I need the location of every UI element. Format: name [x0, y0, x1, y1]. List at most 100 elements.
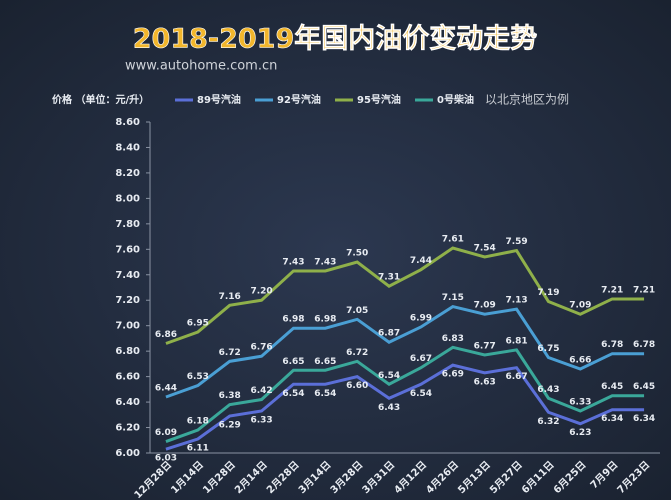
data-label: 6.66	[569, 355, 591, 365]
data-label: 6.86	[155, 330, 177, 340]
x-tick-label: 1月28日	[201, 459, 238, 496]
data-label: 6.95	[187, 319, 209, 329]
x-tick-label: 12月28日	[132, 459, 174, 500]
data-label: 6.11	[187, 443, 209, 453]
data-label: 6.34	[633, 414, 655, 424]
data-label: 6.43	[537, 385, 559, 395]
x-tick-label: 7月9日	[588, 459, 620, 491]
chart-title: 2018-2019年国内油价变动走势	[133, 23, 538, 55]
y-tick-label: 7.60	[115, 244, 140, 255]
data-label: 6.38	[219, 391, 241, 401]
y-tick-label: 7.40	[115, 270, 140, 281]
data-label: 6.54	[410, 389, 432, 399]
legend-label: 0号柴油	[437, 93, 474, 106]
data-label: 6.65	[282, 357, 304, 367]
data-label: 6.54	[378, 371, 400, 381]
data-label: 7.21	[601, 285, 623, 295]
y-axis-label: 价格 （单位：元/升）	[52, 93, 149, 106]
x-tick-label: 5月13日	[456, 459, 493, 496]
x-tick-label: 6月25日	[551, 459, 588, 496]
data-label: 6.32	[537, 417, 559, 427]
data-label: 6.83	[442, 334, 464, 344]
data-label: 7.05	[346, 306, 368, 316]
series-line	[165, 345, 645, 443]
data-label: 6.78	[601, 340, 623, 350]
y-tick-label: 8.40	[115, 142, 140, 153]
y-tick-label: 7.80	[115, 219, 140, 230]
series-line	[165, 246, 645, 345]
data-label: 6.33	[569, 397, 591, 407]
data-label: 6.77	[474, 341, 496, 351]
series-line	[165, 363, 645, 451]
data-label: 6.72	[219, 348, 241, 358]
x-tick-label: 2月14日	[232, 459, 269, 496]
x-tick-label: 4月12日	[392, 459, 429, 496]
data-label: 7.20	[250, 287, 272, 297]
data-label: 7.15	[442, 293, 464, 303]
data-label: 7.59	[505, 237, 527, 247]
data-label: 6.98	[282, 315, 304, 325]
note: 以北京地区为例	[485, 93, 569, 107]
data-label: 7.44	[410, 256, 432, 266]
x-tick-label: 4月26日	[424, 459, 461, 496]
x-tick-label: 3月28日	[328, 459, 365, 496]
y-tick-label: 8.20	[115, 168, 140, 179]
data-label: 6.67	[505, 372, 527, 382]
data-label: 7.09	[569, 301, 591, 311]
data-label: 6.72	[346, 348, 368, 358]
data-label: 6.69	[442, 370, 464, 380]
data-label: 6.44	[155, 383, 177, 393]
data-label: 7.09	[474, 301, 496, 311]
data-label: 6.29	[219, 421, 241, 431]
data-label: 7.19	[537, 288, 559, 298]
y-tick-label: 8.60	[115, 117, 140, 128]
data-label: 7.43	[282, 257, 304, 267]
y-tick-label: 7.20	[115, 295, 140, 306]
data-label: 6.23	[569, 428, 591, 438]
data-label: 6.42	[250, 386, 272, 396]
data-label: 7.21	[633, 285, 655, 295]
legend-label: 92号汽油	[277, 93, 321, 106]
x-tick-label: 1月14日	[169, 459, 206, 496]
data-label: 6.99	[410, 313, 432, 323]
data-label: 6.65	[314, 357, 336, 367]
legend-label: 95号汽油	[357, 93, 401, 106]
x-tick-label: 5月27日	[487, 459, 524, 496]
data-label: 6.45	[633, 382, 655, 392]
data-label: 6.18	[187, 417, 209, 427]
data-label: 6.63	[474, 377, 496, 387]
x-tick-label: 3月31日	[360, 459, 397, 496]
x-tick-label: 6月11日	[519, 459, 556, 496]
data-label: 6.76	[250, 343, 272, 353]
y-tick-label: 6.00	[115, 448, 140, 459]
data-label: 6.87	[378, 329, 400, 339]
data-label: 6.67	[410, 354, 432, 364]
data-label: 6.45	[601, 382, 623, 392]
data-label: 7.31	[378, 273, 400, 283]
data-label: 6.43	[378, 403, 400, 413]
x-tick-label: 7月23日	[615, 459, 652, 496]
data-label: 7.61	[442, 235, 464, 245]
subtitle: www.autohome.com.cn	[125, 59, 277, 74]
data-label: 6.33	[250, 415, 272, 425]
y-tick-label: 6.60	[115, 372, 140, 383]
y-tick-label: 6.80	[115, 346, 140, 357]
data-label: 6.54	[314, 389, 336, 399]
y-tick-label: 7.00	[115, 321, 140, 332]
y-tick-label: 6.40	[115, 397, 140, 408]
data-label: 7.16	[219, 292, 241, 302]
data-label: 6.78	[633, 340, 655, 350]
data-label: 6.53	[187, 372, 209, 382]
data-label: 7.13	[505, 296, 527, 306]
data-label: 7.54	[474, 243, 496, 253]
y-tick-label: 8.00	[115, 193, 140, 204]
x-tick-label: 3月14日	[296, 459, 333, 496]
data-label: 6.75	[537, 344, 559, 354]
data-label: 7.43	[314, 257, 336, 267]
y-tick-label: 6.20	[115, 423, 140, 434]
data-label: 6.81	[505, 336, 527, 346]
data-label: 6.34	[601, 414, 623, 424]
data-label: 6.98	[314, 315, 336, 325]
x-tick-label: 2月28日	[264, 459, 301, 496]
